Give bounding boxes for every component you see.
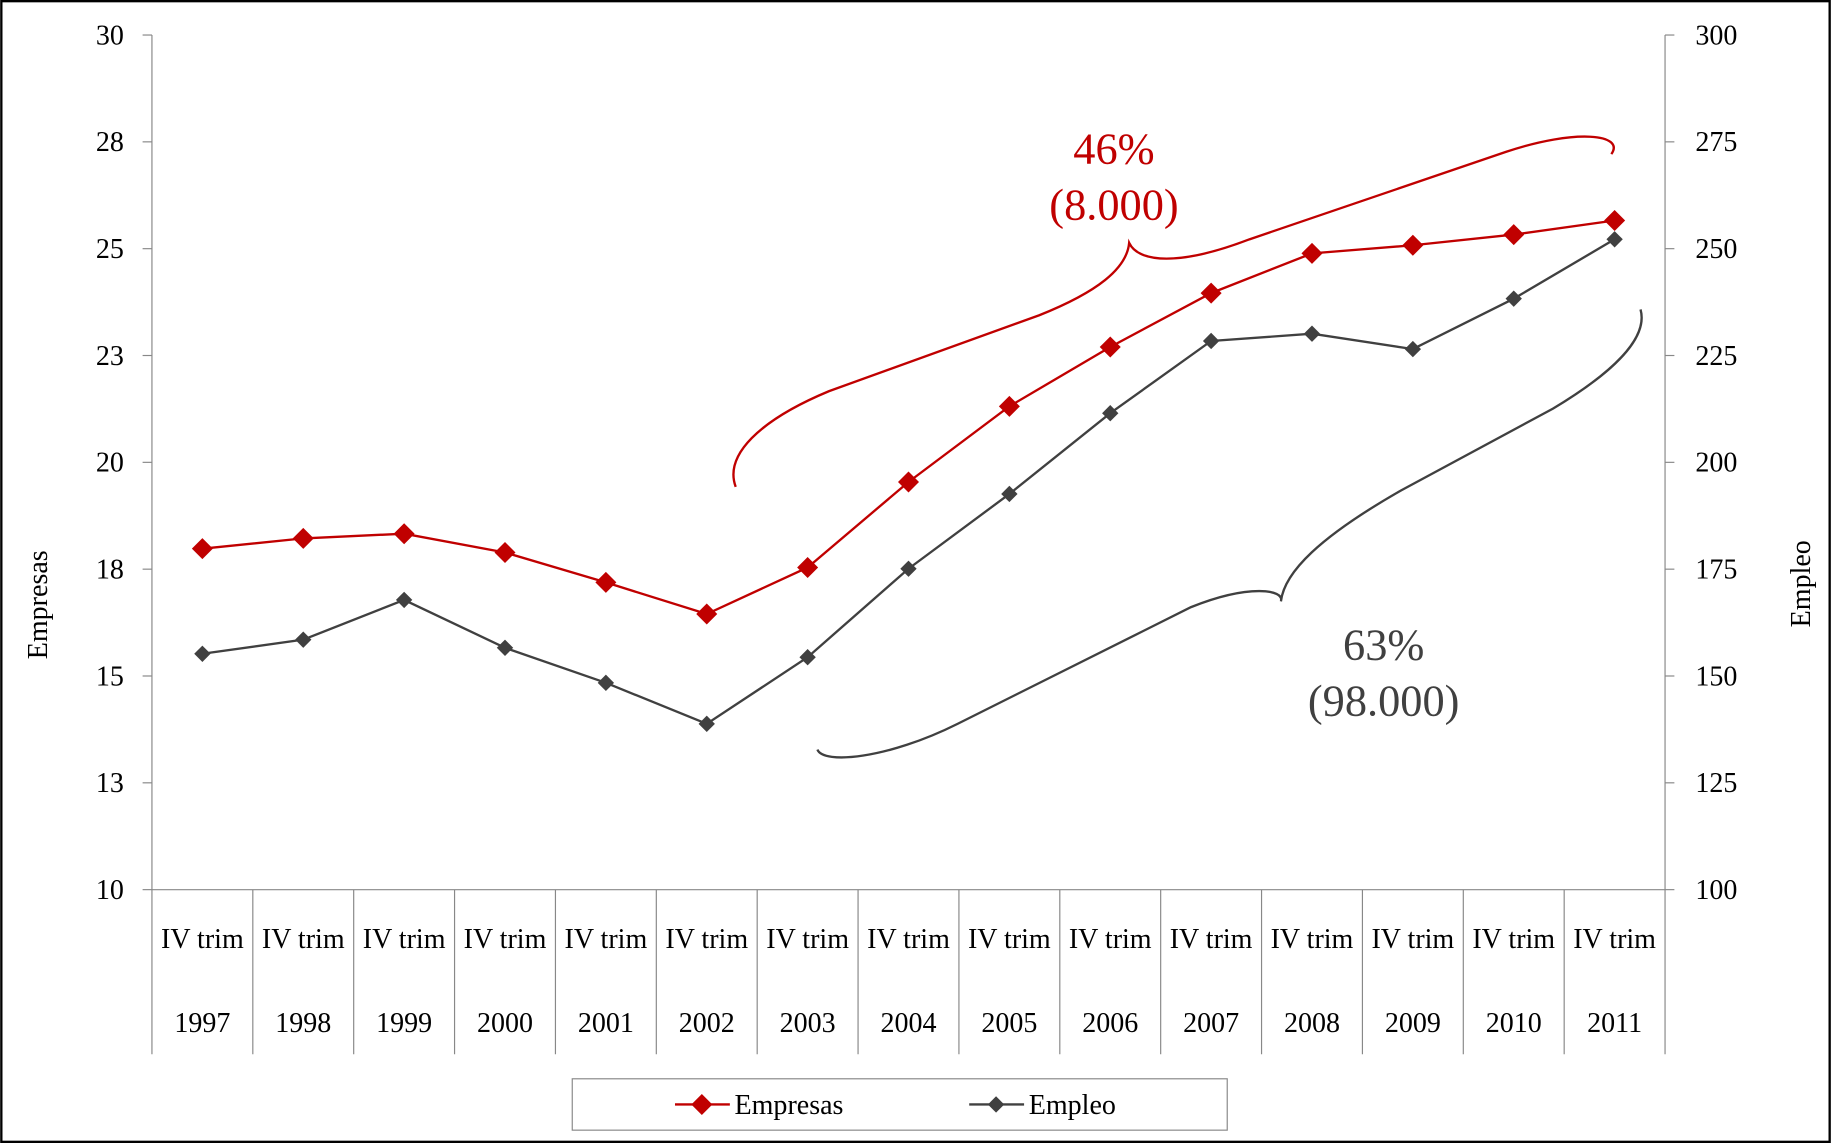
y-tick-label: 13 (96, 768, 124, 799)
marker (1503, 224, 1525, 246)
x-tick-label: IV trim (1170, 924, 1253, 955)
y-tick-label: 25 (96, 234, 124, 265)
x-tick-label: 2005 (981, 1008, 1037, 1039)
x-tick-label: IV trim (363, 924, 446, 955)
legend-marker (987, 1096, 1005, 1113)
legend (571, 1078, 1228, 1131)
marker (797, 556, 819, 578)
marker (194, 645, 211, 662)
marker (395, 591, 413, 609)
y-tick-label: 23 (96, 341, 124, 372)
marker (1200, 282, 1222, 304)
x-tick-label: 2001 (578, 1008, 634, 1039)
marker (897, 471, 920, 493)
marker (494, 541, 516, 564)
x-tick-label: 2007 (1183, 1008, 1239, 1039)
marker (1604, 209, 1626, 231)
x-tick-label: IV trim (867, 924, 950, 955)
y2-tick-label: 175 (1695, 555, 1737, 586)
marker (799, 649, 816, 666)
marker (597, 674, 615, 692)
y2-tick-label: 150 (1695, 661, 1737, 692)
x-tick-label: 2011 (1587, 1008, 1642, 1039)
x-tick-label: IV trim (1271, 924, 1354, 955)
marker (496, 639, 514, 656)
marker (1606, 231, 1623, 248)
x-tick-label: IV trim (464, 924, 547, 955)
x-tick-label: 2009 (1385, 1008, 1441, 1039)
marker (1404, 340, 1422, 358)
marker (1001, 485, 1018, 503)
marker (1402, 234, 1424, 256)
annotation: 46% (1073, 123, 1154, 173)
marker (900, 560, 917, 577)
y2-tick-label: 200 (1695, 448, 1737, 479)
x-tick-label: 2008 (1284, 1008, 1340, 1039)
x-tick-label: IV trim (665, 924, 748, 955)
y2-tick-label: 250 (1695, 234, 1737, 265)
x-tick-label: IV trim (1371, 924, 1454, 955)
marker (295, 631, 312, 648)
y-tick-label: 15 (96, 661, 124, 692)
x-tick-label: IV trim (1069, 924, 1152, 955)
marker (698, 715, 715, 733)
x-tick-label: 1999 (376, 1008, 432, 1039)
marker (191, 538, 213, 560)
x-tick-label: IV trim (766, 924, 849, 955)
x-tick-label: 2000 (477, 1008, 533, 1039)
x-tick-label: IV trim (1573, 924, 1656, 955)
x-tick-label: 2004 (880, 1008, 936, 1039)
marker (696, 603, 718, 625)
x-tick-label: 2010 (1486, 1008, 1542, 1039)
x-tick-label: IV trim (968, 924, 1051, 955)
marker (292, 527, 314, 549)
y2-axis-label: Empleo (1786, 540, 1817, 627)
y2-tick-label: 225 (1695, 341, 1737, 372)
marker (1301, 242, 1323, 264)
y-tick-label: 10 (96, 875, 124, 906)
y2-tick-label: 125 (1695, 768, 1737, 799)
marker (393, 523, 415, 545)
x-tick-label: 1997 (174, 1008, 230, 1039)
y2-tick-label: 275 (1695, 127, 1737, 158)
legend-label: Empresas (735, 1090, 844, 1121)
brace (732, 135, 1615, 488)
marker (595, 571, 617, 593)
marker (1505, 290, 1522, 307)
marker (1099, 336, 1121, 358)
x-tick-label: 2003 (780, 1008, 836, 1039)
marker (1303, 325, 1321, 342)
x-tick-label: 1998 (275, 1008, 331, 1039)
x-tick-label: IV trim (1472, 924, 1555, 955)
x-tick-label: 2002 (679, 1008, 735, 1039)
legend-label: Empleo (1029, 1090, 1116, 1121)
y-tick-label: 28 (96, 127, 124, 158)
marker (998, 395, 1020, 417)
x-tick-label: 2006 (1082, 1008, 1138, 1039)
x-tick-label: IV trim (161, 924, 244, 955)
y-tick-label: 20 (96, 448, 124, 479)
y-tick-label: 18 (96, 555, 124, 586)
marker (1202, 332, 1220, 350)
annotation: 63% (1343, 620, 1424, 670)
y-axis-label: Empresas (23, 550, 54, 659)
series-line (202, 219, 1615, 616)
x-tick-label: IV trim (262, 924, 345, 955)
annotation: (98.000) (1308, 676, 1460, 726)
annotation: (8.000) (1049, 179, 1178, 229)
x-tick-label: IV trim (564, 924, 647, 955)
y2-tick-label: 100 (1695, 875, 1737, 906)
y2-tick-label: 300 (1695, 20, 1737, 51)
brace (816, 309, 1643, 759)
y-tick-label: 30 (96, 20, 124, 51)
